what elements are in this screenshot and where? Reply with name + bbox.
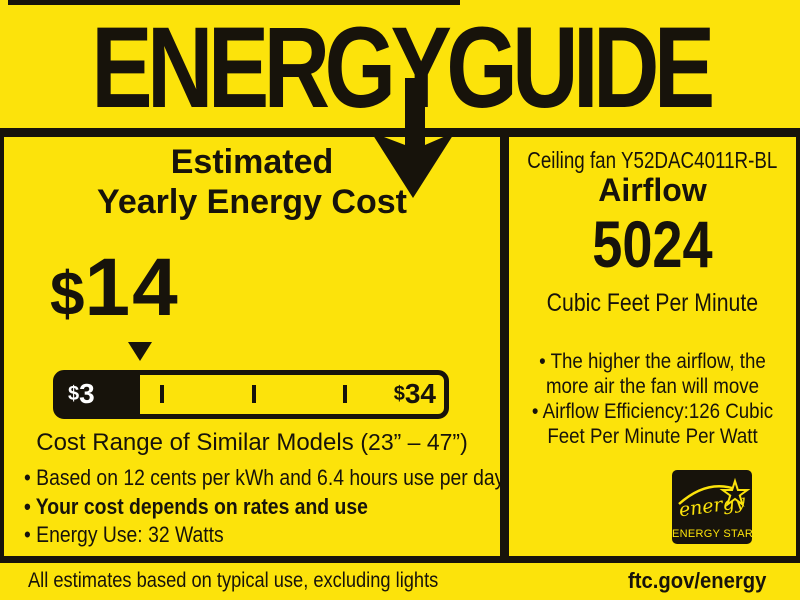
- list-item: more air the fan will move: [545, 374, 760, 398]
- yearly-energy-cost-heading: Yearly Energy Cost: [97, 183, 407, 221]
- airflow-unit-wrap: Cubic Feet Per Minute: [509, 289, 796, 318]
- scale-tick: [252, 385, 256, 403]
- airflow-value-wrap: 5024: [509, 211, 796, 277]
- list-item: • Airflow Efficiency:126 Cubic: [531, 399, 774, 423]
- estimated-heading: Estimated: [170, 143, 334, 181]
- energy-star-caption: ENERGY STAR: [672, 528, 754, 540]
- airflow-unit: Cubic Feet Per Minute: [546, 289, 759, 317]
- panel-divider: [500, 137, 509, 556]
- list-item: • Based on 12 cents per kWh and 6.4 hour…: [24, 465, 505, 490]
- airflow-value: 5024: [592, 207, 713, 281]
- list-item: • Energy Use: 32 Watts: [24, 522, 224, 547]
- scale-min-currency: $: [68, 383, 80, 405]
- airflow-heading: Airflow: [598, 172, 707, 208]
- scale-min-segment: $3: [58, 375, 140, 414]
- scale-max-currency: $: [393, 383, 405, 405]
- scale-marker-icon: [128, 342, 152, 361]
- scale-min-value: 3: [79, 378, 95, 409]
- cost-amount: 14: [84, 242, 180, 333]
- cost-scale: $3 $34: [53, 370, 449, 419]
- estimated-cost-value: $14: [50, 241, 180, 335]
- cost-currency-symbol: $: [50, 260, 85, 329]
- airflow-notes-list: • The higher the airflow, the more air t…: [528, 349, 778, 449]
- down-arrow-icon: [371, 78, 455, 198]
- left-border: [0, 137, 4, 556]
- footer-disclaimer: All estimates based on typical use, excl…: [28, 569, 439, 592]
- header: ENERGYGUIDE: [0, 10, 800, 126]
- cost-range-caption: Cost Range of Similar Models (23” – 47”): [4, 429, 500, 457]
- star-icon: [719, 477, 751, 508]
- product-line-wrap: Ceiling fan Y52DAC4011R-BL: [509, 147, 796, 174]
- scale-tick: [343, 385, 347, 403]
- energy-star-art: energy: [678, 477, 751, 522]
- footer-divider: [0, 556, 800, 563]
- scale-tick: [160, 385, 164, 403]
- list-item: • Your cost depends on rates and use: [24, 493, 368, 519]
- energyguide-title: ENERGYGUIDE: [90, 3, 715, 132]
- header-divider: [0, 128, 800, 137]
- top-edge-strip: [8, 0, 460, 5]
- right-border: [796, 137, 800, 556]
- list-item: Feet Per Minute Per Watt: [547, 424, 758, 448]
- ftc-url-label: ftc.gov/energy: [627, 568, 766, 593]
- cost-notes-list: • Based on 12 cents per kWh and 6.4 hour…: [24, 464, 517, 550]
- scale-max-value: 34: [404, 378, 436, 409]
- energy-star-logo: energy ENERGY STAR: [672, 470, 754, 544]
- yearly-cost-panel: Estimated Yearly Energy Cost $14 $3 $34 …: [4, 137, 504, 556]
- scale-max-label: $34: [394, 375, 436, 417]
- product-model-label: Ceiling fan Y52DAC4011R-BL: [527, 147, 778, 173]
- cost-range-caption-text: Cost Range of Similar Models: [36, 429, 361, 456]
- footer-bar: All estimates based on typical use, excl…: [0, 563, 800, 600]
- cost-range-sizes: (23” – 47”): [360, 429, 468, 455]
- airflow-panel: Ceiling fan Y52DAC4011R-BL Airflow 5024 …: [509, 137, 796, 556]
- list-item: • The higher the airflow, the: [539, 349, 766, 373]
